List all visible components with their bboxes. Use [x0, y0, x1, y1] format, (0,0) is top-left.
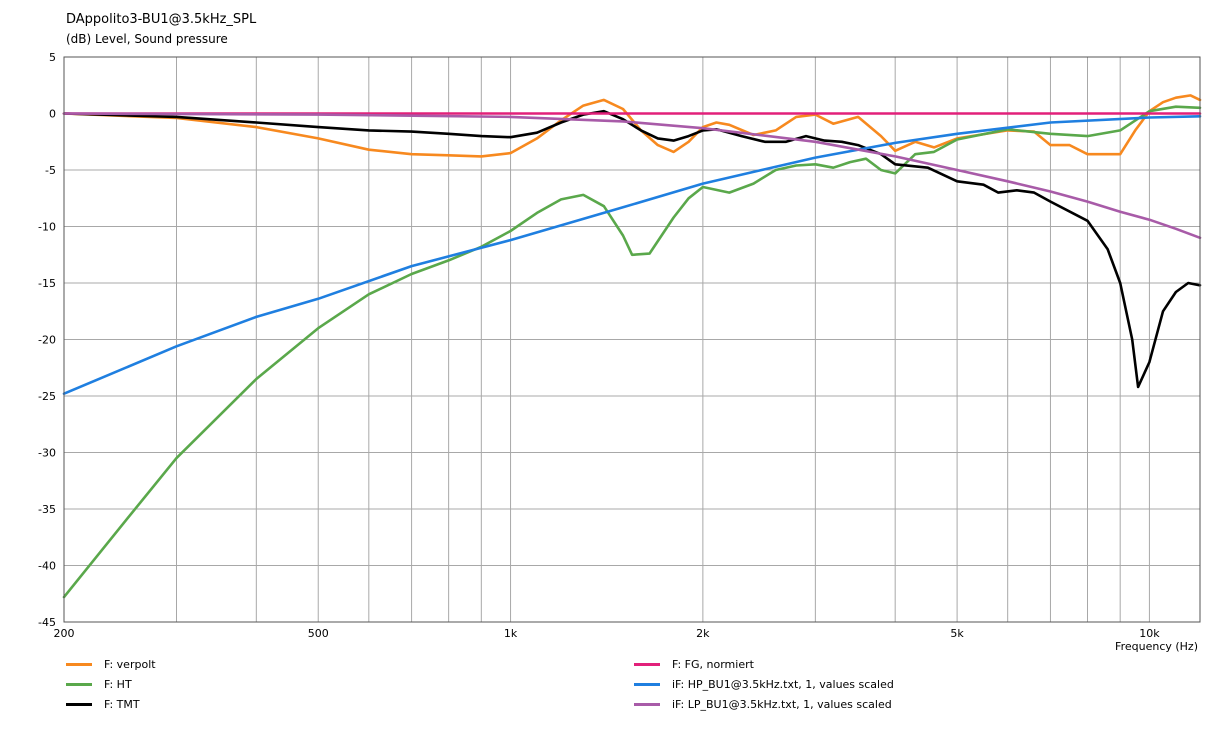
x-tick-label: 200 [54, 627, 75, 640]
series-line-2 [62, 105, 1202, 599]
y-tick-label: -35 [38, 503, 56, 516]
y-tick-label: -10 [38, 221, 56, 234]
x-tick-label: 2k [696, 627, 710, 640]
y-tick-label: -15 [38, 277, 56, 290]
y-tick-label: -40 [38, 560, 56, 573]
plot-frame [63, 56, 1201, 623]
x-tick-label: 10k [1139, 627, 1160, 640]
legend-swatch [66, 703, 92, 706]
legend-label: F: FG, normiert [672, 658, 754, 671]
y-tick-label: -45 [38, 616, 56, 629]
legend-swatch [634, 703, 660, 706]
x-tick-label: 1k [504, 627, 518, 640]
legend-item: F: TMT [66, 698, 140, 711]
legend-swatch [634, 663, 660, 666]
y-axis-label: (dB) Level, Sound pressure [66, 32, 228, 46]
legend-swatch [66, 683, 92, 686]
legend-item: iF: LP_BU1@3.5kHz.txt, 1, values scaled [634, 698, 892, 711]
y-tick-label: -5 [45, 164, 56, 177]
legend-item: F: HT [66, 678, 132, 691]
x-tick-label: 5k [950, 627, 964, 640]
legend-item: F: FG, normiert [634, 658, 754, 671]
x-axis-label: Frequency (Hz) [1115, 640, 1198, 653]
series-line-6 [62, 112, 1202, 240]
legend-swatch [66, 663, 92, 666]
legend-label: iF: HP_BU1@3.5kHz.txt, 1, values scaled [672, 678, 894, 691]
x-tick-label: 500 [308, 627, 329, 640]
y-tick-label: 0 [49, 108, 56, 121]
grid-lines [64, 57, 1200, 622]
series-line-5 [62, 115, 1202, 395]
series-line-1 [62, 94, 1202, 158]
legend-label: F: TMT [104, 698, 140, 711]
y-tick-label: -30 [38, 447, 56, 460]
series-line-3 [62, 109, 1202, 389]
legend-label: F: HT [104, 678, 132, 691]
series-lines [62, 94, 1202, 599]
y-tick-label: -25 [38, 390, 56, 403]
legend-label: F: verpolt [104, 658, 156, 671]
chart-title: DAppolito3-BU1@3.5kHz_SPL [66, 12, 257, 27]
y-tick-label: -20 [38, 334, 56, 347]
legend-label: iF: LP_BU1@3.5kHz.txt, 1, values scaled [672, 698, 892, 711]
legend-swatch [634, 683, 660, 686]
y-tick-label: 5 [49, 51, 56, 64]
legend-item: F: verpolt [66, 658, 156, 671]
legend-item: iF: HP_BU1@3.5kHz.txt, 1, values scaled [634, 678, 894, 691]
